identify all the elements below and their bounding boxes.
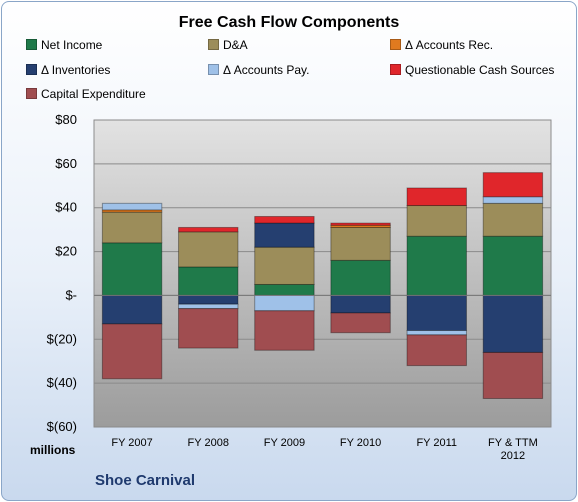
bar-segment [101,323,163,380]
legend-swatch [390,64,401,76]
bar-segment [330,312,391,334]
bar-segment [178,226,239,233]
y-tick-label: $60 [55,156,77,171]
legend-swatch [208,64,219,76]
bar-segment [406,205,467,237]
x-tick-label: FY 2009 [264,437,305,449]
bar-segment [178,266,239,296]
bar-segment [254,283,315,296]
chart-title: Free Cash Flow Components [178,14,400,31]
x-tick-label: FY 2011 [416,437,457,449]
bar-segment [482,196,544,204]
bar-segment [406,330,467,336]
bar-segment [101,211,163,244]
bar-segment [482,172,544,198]
legend-swatch [390,39,401,51]
legend-label: Δ Inventories [41,63,111,77]
bar-segment [101,294,163,325]
y-tick-label: $(60) [47,419,77,434]
legend-item-accounts-rec: Δ Accounts Rec. [390,38,493,52]
bars [101,172,544,399]
bar-segment [330,259,391,296]
bar-segment [178,294,239,305]
legend-label: D&A [223,38,248,52]
y-tick-label: $40 [55,200,77,215]
bar-segment [330,226,391,261]
bar-segment [254,294,315,312]
bar-segment [178,308,239,349]
bar-segment [482,294,544,353]
legend-swatch [208,39,219,51]
legend-swatch [26,64,37,76]
bar-segment [101,242,163,296]
bar-segment [406,235,467,296]
x-tick-label: FY 2010 [340,437,381,449]
legend-item-inventories: Δ Inventories [26,63,110,77]
x-axis-labels: FY 2007 FY 2008 FY 2009 FY 2010 FY 2011 FY & … [111,437,537,462]
y-tick-label: $- [65,287,77,302]
legend-item-capital-expenditure: Capital Expenditure [26,87,146,101]
x-tick-label: FY 2008 [188,437,229,449]
legend-item-d-and-a: D&A [208,38,248,52]
bar-segment [254,246,315,285]
plot-background [93,119,552,428]
legend-item-accounts-pay: Δ Accounts Pay. [208,63,310,77]
bar-segment [101,209,163,213]
y-tick-label: $80 [55,112,77,127]
x-tick-label: FY 2007 [111,437,152,449]
legend-item-net-income: Net Income [26,38,102,52]
legend-label: Δ Accounts Rec. [405,38,494,52]
legend-label: Δ Accounts Pay. [223,63,310,77]
legend-label: Net Income [41,38,103,52]
legend-label: Capital Expenditure [41,87,146,101]
bar-segment [254,215,315,224]
legend-swatch [26,39,37,51]
bar-segment [482,351,544,399]
y-axis-labels: $80 $60 $40 $20 $- $(20) $(40) $(60) [47,112,77,434]
bar-segment [254,222,315,248]
legend-label: Questionable Cash Sources [405,63,555,77]
bar-segment [406,294,467,332]
bar-segment [330,222,391,226]
bar-segment [406,187,467,207]
bar-segment [178,231,239,268]
y-unit-label: millions [30,443,76,457]
bar-segment [101,202,163,211]
company-name: Shoe Carnival [95,472,196,489]
bar-segment [482,202,544,237]
legend-item-questionable-cash: Questionable Cash Sources [390,63,554,77]
y-tick-label: $20 [55,244,77,259]
x-tick-label: FY & TTM 2012 [488,437,538,462]
y-tick-label: $(40) [47,375,77,390]
y-tick-label: $(20) [47,331,77,346]
bar-segment [482,235,544,296]
bar-segment [178,303,239,310]
bar-segment [330,294,391,314]
legend-swatch [26,88,37,100]
bar-segment [254,310,315,351]
bar-segment [406,334,467,367]
